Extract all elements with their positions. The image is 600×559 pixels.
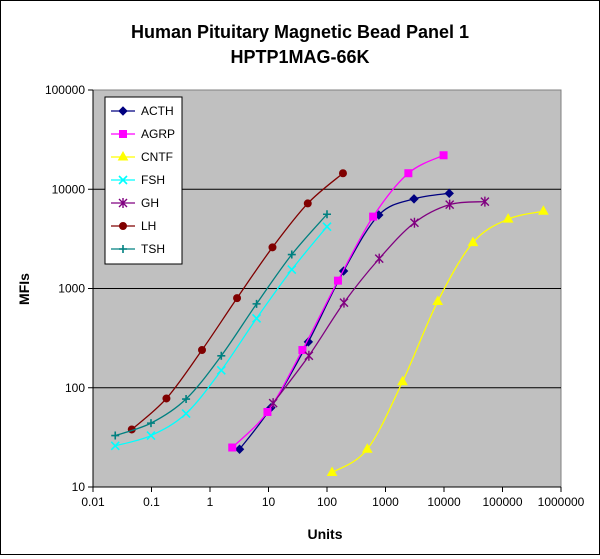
data-point-lh [303,199,312,208]
data-point-gh [304,350,314,361]
data-point-fsh [251,313,262,323]
legend-item-lh: LH [111,219,156,233]
data-point-tsh [182,395,191,404]
data-point-cntf [502,213,514,223]
legend-item-gh: GH [111,196,159,210]
data-point-tsh [217,351,226,360]
data-point-agrp [263,407,272,416]
data-point-gh [374,253,384,264]
x-tick-labels: 0.01 0.1 1 10 100 1000 10000 100000 1000000 [81,487,585,509]
data-point-fsh [146,430,156,441]
data-point-cntf [467,236,479,247]
series-agrp [228,151,448,452]
y-axis-title: MFIs [16,273,32,305]
y-tick-label: 10000 [52,182,86,196]
data-point-tsh [323,210,331,219]
data-point-lh [338,169,347,178]
data-point-agrp [333,276,342,285]
x-tick-label: 10 [262,495,276,509]
data-point-cntf [432,295,444,305]
series-layer [110,151,549,476]
data-point-fsh [181,408,191,419]
data-point-agrp [439,151,448,160]
data-point-gh [480,196,490,207]
legend-marker-tsh [119,245,127,253]
series-cntf [326,205,549,476]
data-point-acth [234,444,245,454]
legend-label-gh: GH [141,196,159,210]
series-fsh [110,222,332,451]
data-point-fsh [322,222,332,232]
x-tick-label: 0.1 [143,495,160,509]
data-point-agrp [404,169,413,178]
legend-item-agrp: AGRP [111,127,175,141]
legend-item-tsh: TSH [111,242,165,256]
series-lh [127,169,347,434]
data-point-cntf [326,466,338,476]
data-point-lh [233,294,242,303]
series-tsh [111,210,331,440]
legend-marker-gh [118,198,128,208]
x-tick-label: 100 [317,495,337,509]
chart-title-line-1: Human Pituitary Magnetic Bead Panel 1 [131,22,469,42]
y-tick-label: 100000 [45,83,85,97]
data-point-agrp [228,443,237,452]
data-point-cntf [538,205,549,215]
legend-item-fsh: FSH [111,173,165,187]
data-point-tsh [252,299,261,308]
data-point-lh [268,243,277,252]
data-point-acth [409,194,419,204]
data-point-agrp [298,346,307,355]
legend-label-fsh: FSH [141,173,165,187]
legend-item-cntf: CNTF [111,150,173,164]
data-point-tsh [111,431,120,440]
y-tick-labels: 10 100 1000 10000 100000 [45,83,93,494]
data-point-agrp [369,212,378,221]
x-axis-title: Units [308,526,343,542]
y-tick-label: 1000 [58,282,85,296]
data-point-gh [339,297,349,308]
data-point-gh [445,199,455,210]
x-tick-label: 10000 [427,495,461,509]
x-tick-label: 1000000 [538,495,585,509]
x-tick-label: 0.01 [81,495,105,509]
x-tick-label: 1000 [372,495,399,509]
legend-label-tsh: TSH [141,242,165,256]
x-tick-label: 1 [207,495,214,509]
chart-title-line-2: HPTP1MAG-66K [230,47,369,67]
data-point-fsh [287,265,297,275]
legend-label-acth: ACTH [141,104,174,118]
legend: ACTH AGRP CNTF FSH GH LH TSH [104,96,183,265]
data-point-cntf [397,375,408,386]
legend-marker-lh [119,222,127,230]
data-point-gh [409,217,419,228]
data-point-gh [268,398,278,409]
legend-marker-acth [118,106,128,116]
x-tick-label: 100000 [482,495,522,509]
legend-label-lh: LH [141,219,156,233]
y-tick-label: 10 [72,480,86,494]
series-gh [268,196,490,409]
legend-marker-agrp [119,130,127,138]
data-point-cntf [361,443,373,453]
data-point-lh [198,346,207,355]
legend-item-acth: ACTH [111,104,174,118]
data-point-acth [444,188,454,199]
legend-marker-fsh [118,175,128,185]
legend-marker-cntf [117,150,129,161]
y-tick-label: 100 [65,381,85,395]
data-point-fsh [216,365,226,375]
data-point-tsh [146,419,155,428]
legend-label-cntf: CNTF [141,150,173,164]
data-point-tsh [287,250,296,259]
data-point-fsh [110,441,120,451]
data-point-lh [162,394,171,403]
legend-label-agrp: AGRP [141,127,175,141]
